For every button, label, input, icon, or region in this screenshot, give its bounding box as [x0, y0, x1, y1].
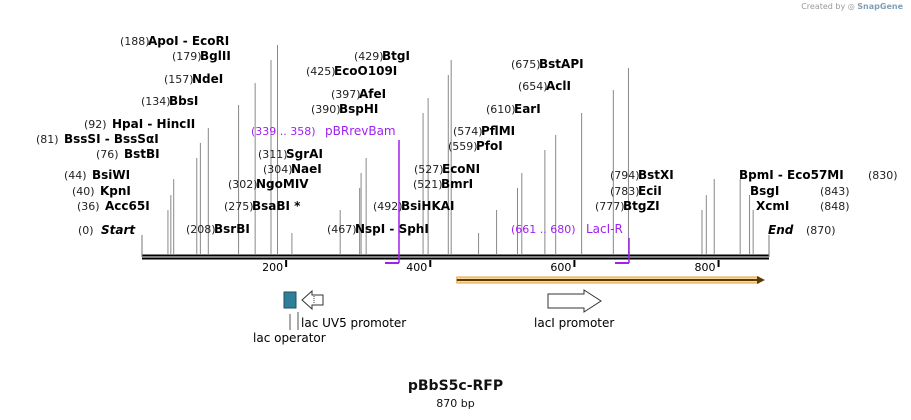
- plasmid-size: 870 bp: [436, 397, 475, 410]
- site-position-bstbi: (76): [96, 148, 119, 161]
- site-position-bstxi: (794): [610, 169, 640, 182]
- site-name-pfoi: PfoI: [476, 139, 503, 153]
- site-position-pflmi: (574): [453, 125, 483, 138]
- site-name-bstapi: BstAPI: [539, 57, 584, 71]
- site-position-btgzi: (777): [595, 200, 625, 213]
- linear-map: (0) Start End (870) 200 400 600 800 (36) Acc65I (4…: [36, 34, 898, 345]
- site-name-xcmi: XcmI: [756, 199, 789, 213]
- site-name-bstxi: BstXI: [638, 168, 674, 182]
- primer-range-laci-r: (661 .. 680): [511, 223, 576, 236]
- axis-tick-label: 400: [406, 261, 427, 274]
- lac-operator-label: lac operator: [253, 331, 326, 345]
- site-name-naei: NaeI: [291, 162, 322, 176]
- site-name-apoi-ecori: ApoI - EcoRI: [148, 34, 229, 48]
- site-position-kpni: (40): [72, 185, 95, 198]
- end-name: End: [768, 223, 794, 237]
- site-position-naei: (304): [263, 163, 293, 176]
- site-name-nspi-sphi: NspI - SphI: [355, 222, 429, 236]
- lacI-promoter-arrow: [547, 289, 602, 313]
- site-name-acli: AclI: [546, 79, 571, 93]
- site-position-bsrbi: (208): [186, 223, 216, 236]
- site-position-bpmi-eco57mi: (830): [868, 169, 898, 182]
- site-name-bsrbi: BsrBI: [214, 222, 250, 236]
- axis-tick-label: 600: [550, 261, 571, 274]
- site-name-bstbi: BstBI: [124, 147, 160, 161]
- site-name-bsssi-bsss-i: BssSI - BssSαI: [64, 132, 159, 146]
- end-position: (0): [78, 224, 94, 237]
- plasmid-name: pBbS5c-RFP: [407, 378, 504, 394]
- site-name-bglii: BglII: [200, 49, 231, 63]
- site-position-bbsi: (134): [141, 95, 171, 108]
- site-position-btgi: (429): [354, 50, 384, 63]
- site-name-sgrai: SgrAI: [286, 147, 323, 161]
- site-position-bstapi: (675): [511, 58, 541, 71]
- site-name-btgzi: BtgZI: [623, 199, 660, 213]
- site-position-ndei: (157): [164, 73, 194, 86]
- site-name-ecii: EciI: [638, 184, 662, 198]
- snapgene-logo-icon: ◎: [847, 2, 855, 11]
- site-name-bbsi: BbsI: [169, 94, 198, 108]
- site-name-ecoo109i: EcoO109I: [334, 64, 397, 78]
- end-name: Start: [101, 223, 136, 237]
- primer-name-laci-r: LacI-R: [586, 222, 623, 236]
- axis-tick-label: 800: [695, 261, 716, 274]
- site-position-bsgi: (843): [820, 185, 850, 198]
- site-name-bsiwi: BsiWI: [92, 168, 130, 182]
- site-position-ngomiv: (302): [228, 178, 258, 191]
- site-name-ngomiv: NgoMIV: [256, 177, 309, 191]
- site-name-pflmi: PflMI: [481, 124, 515, 138]
- site-name-acc65i: Acc65I: [105, 199, 150, 213]
- credit-prefix: Created by: [801, 2, 846, 11]
- lac-uv5-promoter-arrow: [301, 289, 324, 311]
- site-position-bsihkai: (492): [373, 200, 403, 213]
- site-name-afei: AfeI: [359, 87, 386, 101]
- site-position-ecii: (783): [610, 185, 640, 198]
- site-position-afei: (397): [331, 88, 361, 101]
- end-position: (870): [806, 224, 836, 237]
- snapgene-credit: Created by ◎ SnapGene: [801, 2, 903, 11]
- site-position-sgrai: (311): [258, 148, 288, 161]
- site-name-kpni: KpnI: [100, 184, 131, 198]
- site-name-bsphi: BspHI: [339, 102, 378, 116]
- site-name-bsihkai: BsiHKAI: [401, 199, 455, 213]
- lacI-promoter-label: lacI promoter: [534, 316, 614, 330]
- site-position-bmri: (521): [413, 178, 443, 191]
- site-position-apoi-ecori: (188): [120, 35, 150, 48]
- site-name-bmri: BmrI: [441, 177, 473, 191]
- site-position-bglii: (179): [172, 50, 202, 63]
- site-position-pfoi: (559): [448, 140, 478, 153]
- primer-name-pbrrevbam: pBRrevBam: [325, 124, 396, 138]
- site-position-bsphi: (390): [311, 103, 341, 116]
- lac-operator-box: [283, 291, 297, 309]
- credit-brand: SnapGene: [857, 2, 903, 11]
- site-name-btgi: BtgI: [382, 49, 410, 63]
- site-position-xcmi: (848): [820, 200, 850, 213]
- lacI-orf-arrowhead: [757, 276, 765, 284]
- site-position-bsabi: (275): [224, 200, 254, 213]
- primer-range-pbrrevbam: (339 .. 358): [251, 125, 316, 138]
- site-position-bsiwi: (44): [64, 169, 87, 182]
- site-name-bsabi: BsaBI *: [252, 199, 301, 213]
- site-position-econi: (527): [414, 163, 444, 176]
- site-name-ndei: NdeI: [192, 72, 223, 86]
- site-position-acli: (654): [518, 80, 548, 93]
- site-name-bsgi: BsgI: [750, 184, 779, 198]
- site-position-hpai-hincii: (92): [84, 118, 107, 131]
- site-name-hpai-hincii: HpaI - HincII: [112, 117, 195, 131]
- site-name-bpmi-eco57mi: BpmI - Eco57MI: [739, 168, 844, 182]
- lac-uv5-promoter-label: lac UV5 promoter: [301, 316, 406, 330]
- site-name-eari: EarI: [514, 102, 541, 116]
- site-name-econi: EcoNI: [442, 162, 480, 176]
- site-position-bsssi-bsss-i: (81): [36, 133, 59, 146]
- site-position-acc65i: (36): [77, 200, 100, 213]
- site-position-nspi-sphi: (467): [327, 223, 357, 236]
- axis-tick-label: 200: [262, 261, 283, 274]
- site-position-ecoo109i: (425): [306, 65, 336, 78]
- site-position-eari: (610): [486, 103, 516, 116]
